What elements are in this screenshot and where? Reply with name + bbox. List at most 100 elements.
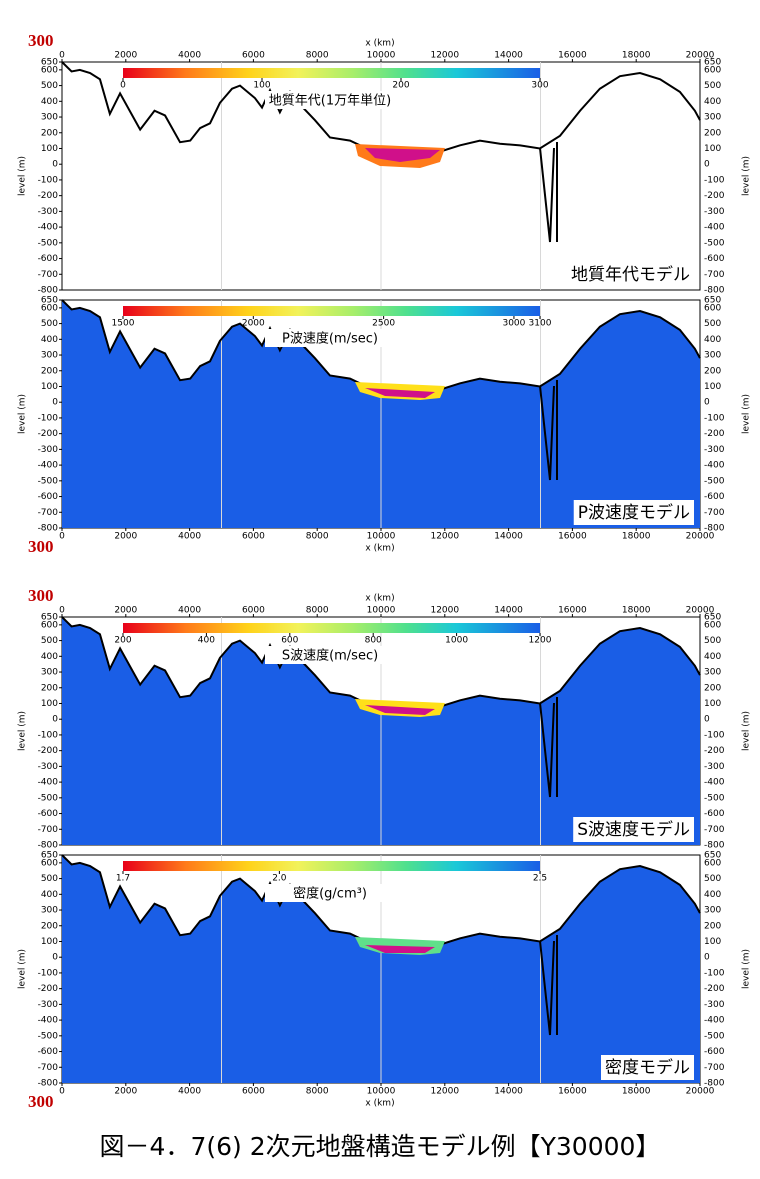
colorbar-tick-label: 200 [114,636,131,646]
x-tick-label: 6000 [242,606,265,616]
x-tick-label: 12000 [430,1087,459,1097]
y-tick-label: -300 [704,445,725,455]
y-tick-label: 100 [704,937,721,947]
title-box [573,500,694,525]
corner-label: 300 [28,1092,54,1111]
panel-title: P波速度モデル [578,502,690,523]
colorbar-tick-label: 2000 [242,319,265,329]
y-tick-label: 600 [41,303,58,313]
y-tick-label: 0 [704,398,710,408]
y-tick-label: 400 [41,890,58,900]
y-tick-label: 300 [704,351,721,361]
y-tick-label: -800 [704,286,725,296]
colorbar-label: 地質年代(1万年単位) [269,93,391,109]
y-tick-label: 500 [41,81,58,91]
y-tick-label: 650 [704,613,721,623]
y-tick-label: 0 [52,160,58,170]
y-tick-label: -700 [704,508,725,518]
x-tick-label: 20000 [686,606,715,616]
y-tick-label: 650 [41,613,58,623]
fault [539,385,555,481]
y-tick-label: -300 [38,1000,59,1010]
y-tick-label: -100 [704,730,725,740]
colorbar-tick-label: 1.7 [116,874,130,884]
y-tick-label: -300 [704,207,725,217]
x-tick-label: 0 [59,606,65,616]
y-tick-label: 0 [52,953,58,963]
colorbar-tick-label: 1500 [112,319,135,329]
y-axis-label: level (m) [18,394,28,434]
y-tick-label: 650 [704,296,721,306]
y-tick-label: 300 [704,668,721,678]
y-tick-label: -100 [38,968,59,978]
y-tick-label: -500 [704,793,725,803]
x-tick-label: 12000 [430,51,459,61]
x-tick-label: 2000 [114,51,137,61]
y-tick-label: 200 [704,683,721,693]
x-tick-label: 18000 [622,51,651,61]
y-tick-label: 100 [41,699,58,709]
y-tick-label: -300 [704,762,725,772]
y-tick-label: -300 [704,1000,725,1010]
y-tick-label: 400 [41,652,58,662]
y-tick-label: 0 [704,715,710,725]
x-tick-label: 0 [59,51,65,61]
panel-title: 密度モデル [605,1057,690,1078]
y-tick-label: -700 [704,1063,725,1073]
y-tick-label: 100 [41,144,58,154]
x-tick-label: 16000 [558,51,587,61]
y-tick-label: -100 [38,730,59,740]
x-tick-label: 8000 [306,606,329,616]
y-tick-label: 400 [704,97,721,107]
x-tick-label: 12000 [430,606,459,616]
y-axis-label: level (m) [18,949,28,989]
y-axis-label: level (m) [18,711,28,751]
y-tick-label: 500 [704,319,721,329]
y-tick-label: 600 [41,620,58,630]
title-box [573,817,694,842]
y-tick-label: -800 [38,1079,59,1089]
y-tick-label: -700 [704,825,725,835]
y-tick-label: -600 [704,809,725,819]
y-tick-label: -400 [704,461,725,471]
y-tick-label: 200 [704,366,721,376]
x-tick-label: 20000 [686,51,715,61]
y-axis-label: level (m) [742,949,752,989]
y-tick-label: -100 [38,413,59,423]
y-tick-label: -200 [38,984,59,994]
x-tick-label: 8000 [306,532,329,542]
colorbar-tick-label: 2500 [372,319,395,329]
y-tick-label: -200 [38,191,59,201]
colorbar-tick-label: 200 [392,81,409,91]
y-tick-label: 600 [704,858,721,868]
y-tick-label: -500 [38,1031,59,1041]
fault [539,147,555,243]
basin-layer [365,945,435,953]
x-tick-label: 4000 [178,606,201,616]
y-tick-label: 500 [41,319,58,329]
y-tick-label: 100 [704,144,721,154]
colorbar-tick-label: 3000 [502,319,525,329]
y-tick-label: 300 [704,906,721,916]
y-tick-label: -600 [704,254,725,264]
x-tick-label: 16000 [558,532,587,542]
y-tick-label: -400 [38,223,59,233]
basin-layer [365,705,435,715]
corner-label: 300 [28,586,54,605]
x-axis-label: x (km) [365,39,394,49]
y-tick-label: -200 [704,191,725,201]
colorbar [123,306,540,316]
y-tick-label: 100 [41,937,58,947]
label-box [265,884,395,902]
label-box [265,91,395,109]
colorbar-tick-label: 1200 [529,636,552,646]
fault [539,940,555,1036]
y-tick-label: 100 [704,382,721,392]
basin-layer [365,148,440,162]
corner-label: 300 [28,31,54,50]
x-tick-label: 2000 [114,1087,137,1097]
y-tick-label: -500 [38,476,59,486]
